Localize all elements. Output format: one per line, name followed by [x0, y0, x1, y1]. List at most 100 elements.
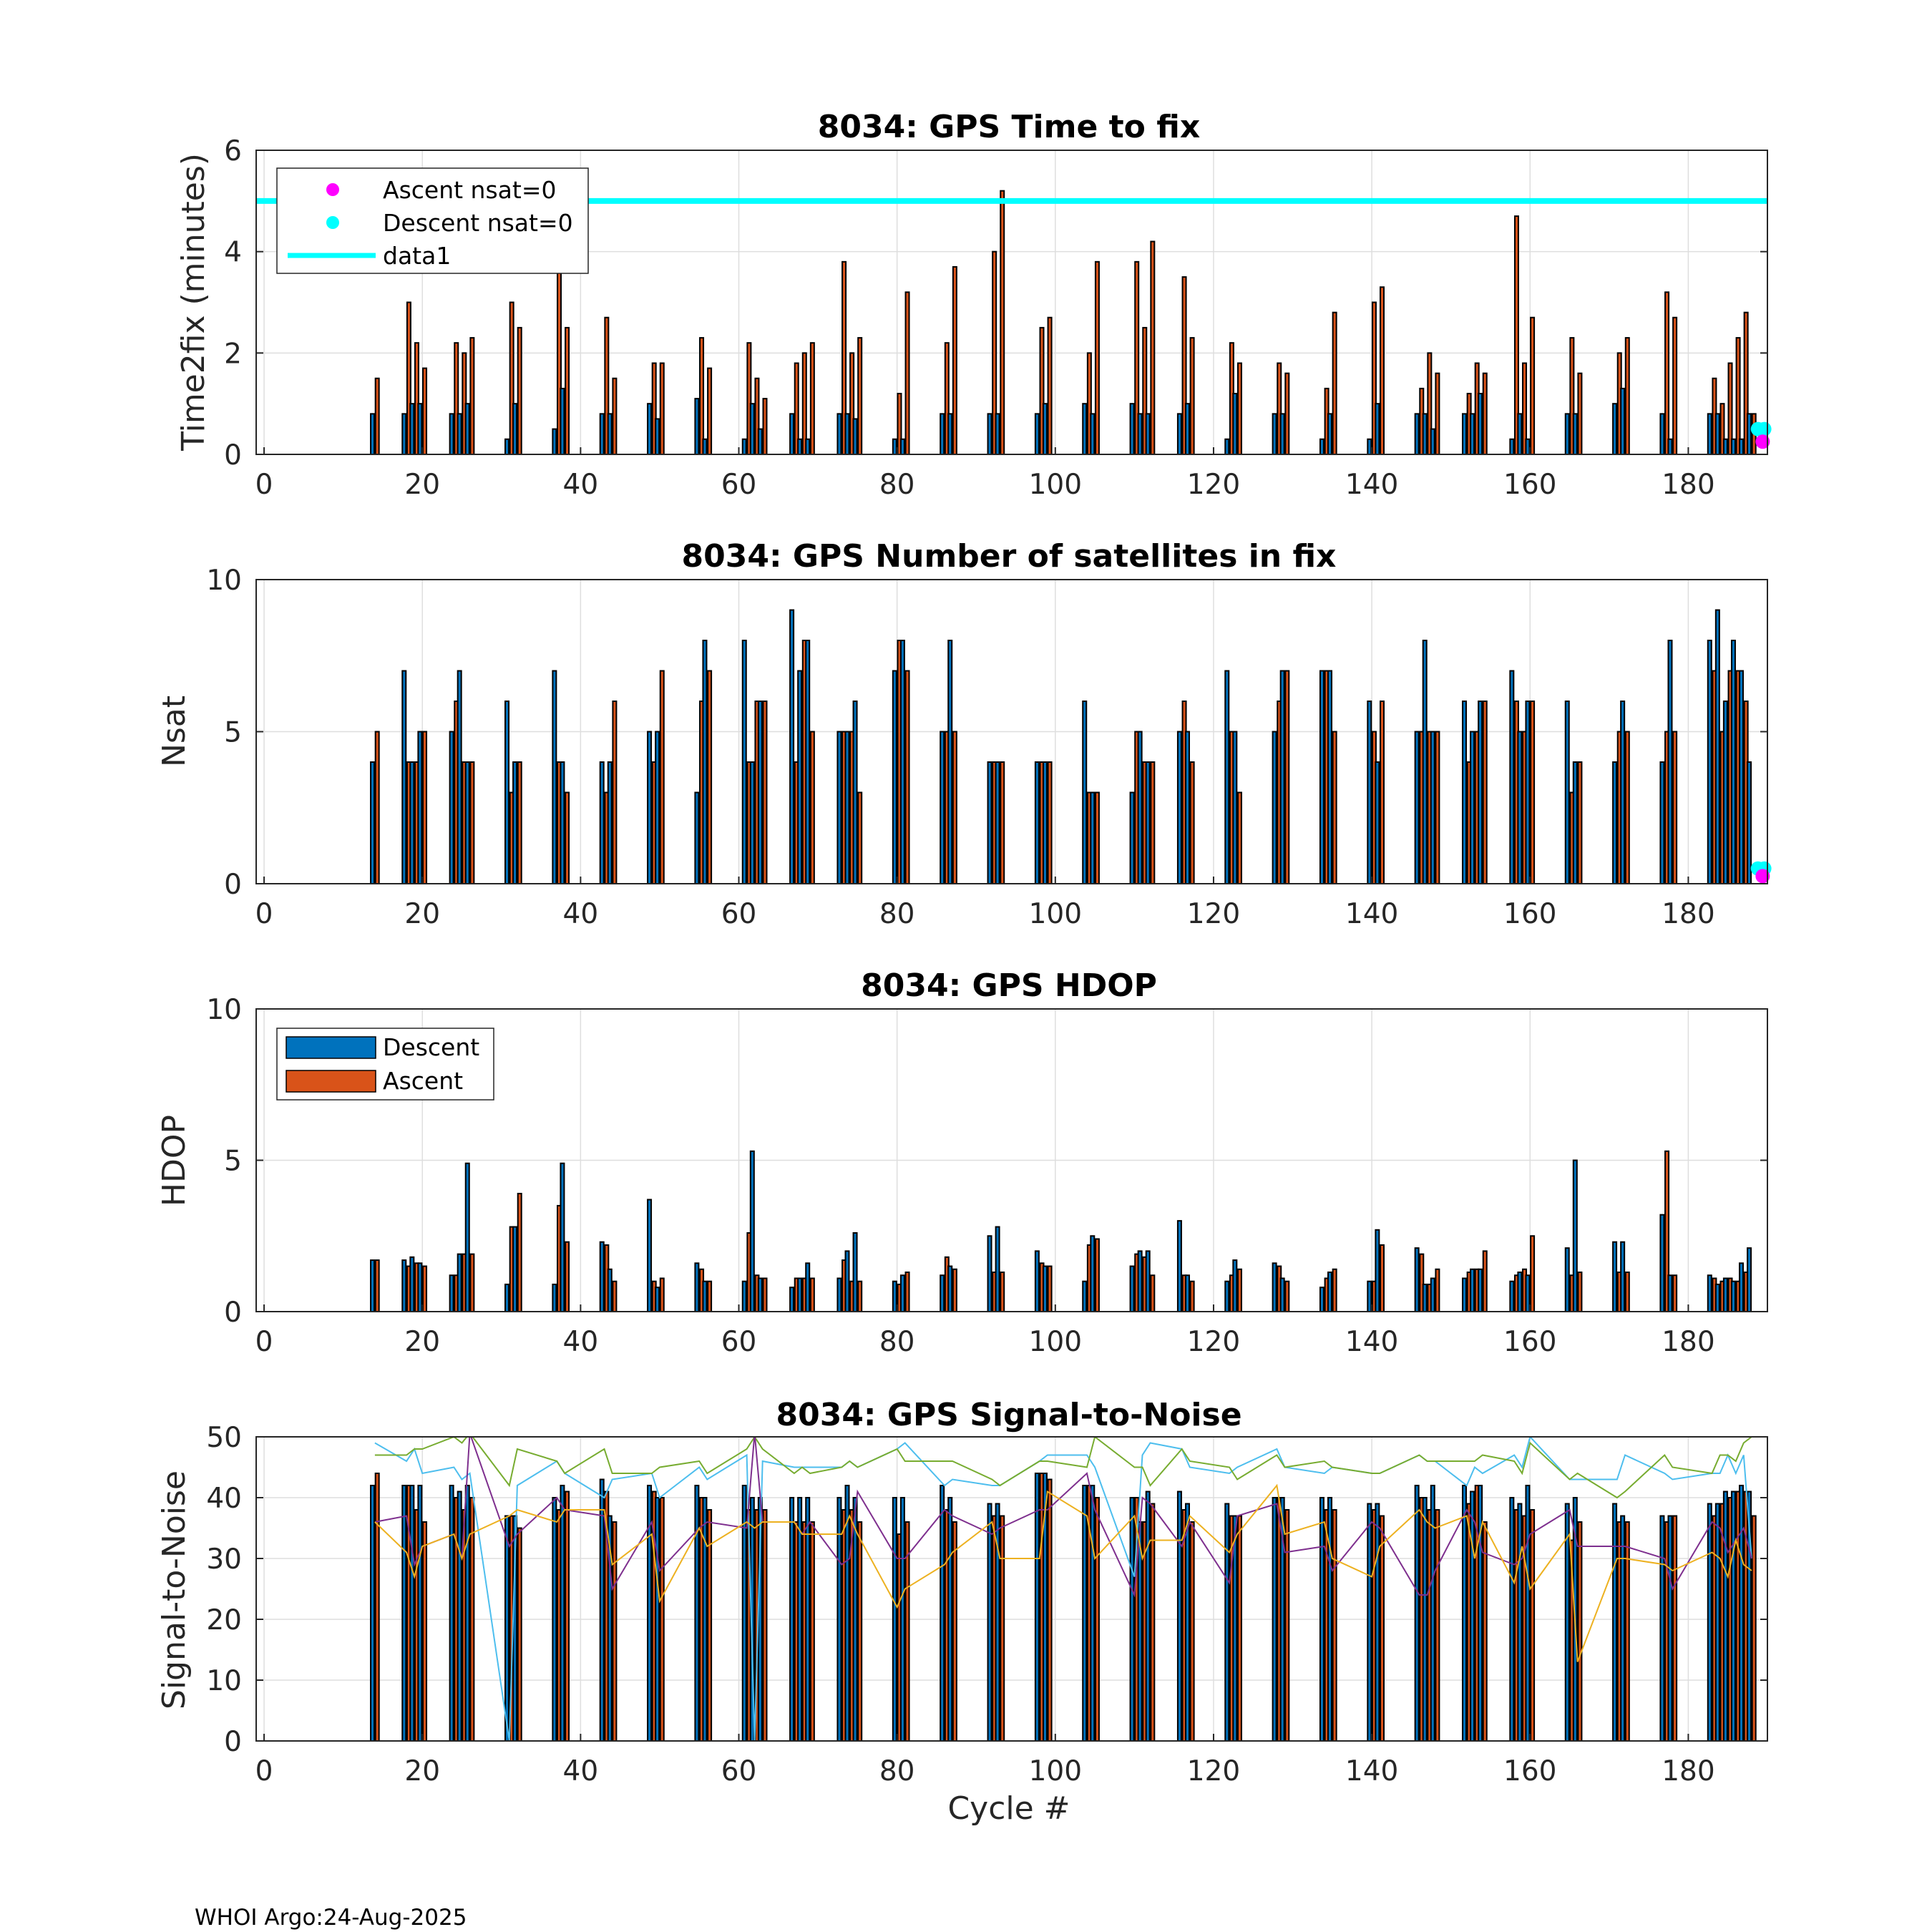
- descent-bar: [1620, 387, 1626, 456]
- descent-bar: [1525, 701, 1531, 884]
- descent-bar: [1659, 1515, 1665, 1742]
- ascent-bar: [952, 1268, 957, 1313]
- ascent-bar: [1530, 1509, 1536, 1742]
- descent-bar: [512, 403, 518, 456]
- descent-bar: [940, 413, 945, 455]
- descent-bar: [401, 413, 407, 455]
- descent-bar: [560, 1485, 565, 1742]
- nsat-title: 8034: GPS Number of satellites in fix: [682, 538, 1337, 575]
- footer-stamp: WHOI Argo:24-Aug-2025: [195, 1905, 467, 1931]
- ascent-bar: [1672, 1274, 1678, 1312]
- snr-line-green: [374, 1437, 1752, 1499]
- xtick-label: 160: [1503, 1755, 1556, 1787]
- descent-bar: [749, 403, 755, 456]
- descent-bar: [607, 1268, 613, 1313]
- descent-bar: [1034, 1473, 1040, 1742]
- descent-bar: [1090, 791, 1096, 884]
- ascent-bar: [1047, 761, 1053, 884]
- descent-bar: [409, 403, 415, 456]
- descent-bar: [805, 1262, 811, 1312]
- descent-bar: [1612, 403, 1618, 456]
- xtick-label: 0: [255, 1755, 273, 1787]
- descent-bar: [741, 640, 747, 884]
- descent-bar: [1620, 701, 1626, 884]
- descent-bar: [1461, 413, 1467, 455]
- ascent-bar: [374, 1473, 380, 1742]
- descent-bar: [370, 1485, 376, 1742]
- xtick-label: 80: [879, 1326, 915, 1358]
- hdop-ticks: 0 20 40 60 80 100 120 140 160 180 0 5 10: [206, 994, 1767, 1358]
- xtick-label: 100: [1029, 898, 1082, 930]
- descent-bar: [1707, 640, 1712, 884]
- descent-bar: [694, 791, 700, 884]
- ascent-bar: [1435, 731, 1440, 884]
- descent-bar: [599, 761, 605, 884]
- xtick-label: 120: [1187, 1755, 1240, 1787]
- descent-bar: [607, 413, 613, 455]
- descent-bar: [1564, 413, 1570, 455]
- ascent-bar: [952, 265, 957, 455]
- xtick-label: 40: [563, 1326, 599, 1358]
- descent-bar: [1612, 761, 1618, 884]
- descent-bar: [370, 1259, 376, 1312]
- snr-ylabel: Signal-to-Noise: [156, 1470, 192, 1709]
- xtick-label: 0: [255, 898, 273, 930]
- descent-bar: [1279, 670, 1285, 884]
- descent-bar: [1722, 1491, 1728, 1742]
- xtick-label: 80: [879, 469, 915, 501]
- descent-bar: [892, 1280, 897, 1312]
- descent-bar: [449, 1485, 454, 1742]
- descent-bar: [1707, 1274, 1712, 1312]
- ascent-bar: [1672, 1515, 1678, 1742]
- ascent-bar: [857, 337, 863, 456]
- ytick-label: 5: [224, 717, 242, 749]
- ytick-label: 0: [224, 1726, 242, 1758]
- descent-bar: [1620, 1515, 1626, 1742]
- descent-bar: [417, 1485, 423, 1742]
- descent-bar: [464, 1485, 470, 1742]
- ascent-bar: [1482, 1250, 1488, 1313]
- descent-bar: [1714, 609, 1720, 884]
- descent-bar: [1176, 1220, 1182, 1312]
- ascent-bar: [762, 1509, 768, 1742]
- descent-bar: [655, 731, 660, 884]
- descent-bar: [702, 640, 708, 884]
- snr-bars: [370, 1473, 1757, 1742]
- xtick-label: 100: [1029, 469, 1082, 501]
- descent-bar: [552, 428, 557, 455]
- descent-bar: [702, 1280, 708, 1312]
- descent-bar: [899, 640, 905, 884]
- descent-bar: [1279, 413, 1285, 455]
- descent-bar: [599, 1478, 605, 1742]
- descent-bar: [1509, 1497, 1515, 1742]
- descent-bar: [464, 761, 470, 884]
- nsat-panel: 0 20 40 60 80 100 120 140 160 180 0 5 10 8034: GPS N…: [156, 538, 1772, 930]
- descent-bar: [987, 413, 992, 455]
- ascent-bar: [659, 1277, 665, 1312]
- descent-bar: [1232, 731, 1238, 884]
- ascent-bar: [809, 342, 815, 455]
- snr-title: 8034: GPS Signal-to-Noise: [776, 1397, 1241, 1433]
- descent-bar: [457, 670, 462, 884]
- descent-bar: [457, 413, 462, 455]
- ytick-label: 6: [224, 135, 242, 167]
- descent-bar: [1176, 1491, 1182, 1742]
- descent-bar: [552, 670, 557, 884]
- snr-xlabel: Cycle #: [947, 1790, 1070, 1827]
- xtick-label: 160: [1503, 898, 1556, 930]
- descent-bar: [1082, 1280, 1088, 1312]
- descent-bar: [1430, 731, 1435, 884]
- descent-bar: [1375, 761, 1380, 884]
- ascent-bar: [1189, 1521, 1195, 1742]
- descent-bar: [852, 1232, 858, 1313]
- legend-data1-label: data1: [383, 242, 451, 270]
- ascent-nsat0-marker: [1755, 434, 1770, 449]
- xtick-label: 180: [1662, 898, 1714, 930]
- descent-bar: [1367, 1503, 1372, 1742]
- descent-bar: [797, 670, 803, 884]
- ascent-bar: [857, 1521, 863, 1742]
- descent-bar: [1739, 438, 1745, 455]
- descent-bar: [1319, 438, 1324, 455]
- descent-bar: [1525, 1274, 1531, 1312]
- ascent-bar: [1236, 1515, 1242, 1742]
